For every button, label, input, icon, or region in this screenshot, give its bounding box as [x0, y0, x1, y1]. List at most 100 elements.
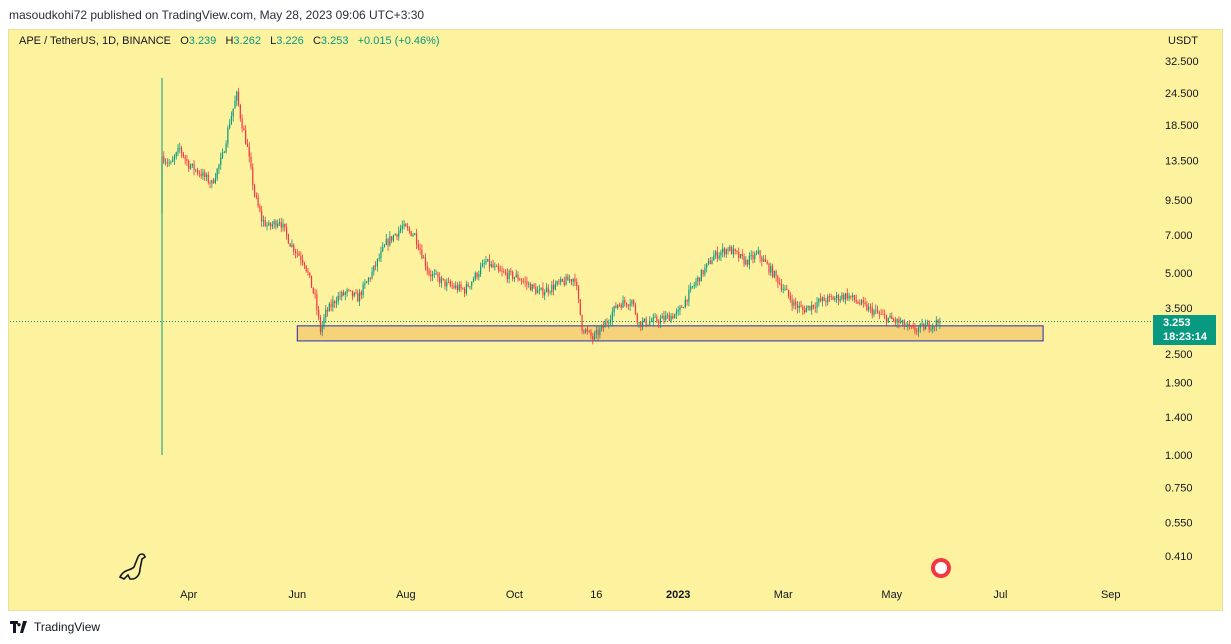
candle-body: [606, 322, 608, 324]
candle-body: [553, 284, 555, 290]
candle-body: [204, 172, 206, 177]
footer-brand[interactable]: TradingView: [10, 620, 100, 634]
candle-body: [618, 304, 621, 306]
candle-body: [668, 314, 670, 322]
candle-body: [342, 292, 345, 296]
candle-body: [590, 331, 592, 337]
candle-body: [243, 128, 245, 131]
candle-body: [506, 273, 508, 280]
candle-body: [624, 300, 626, 303]
candle-body: [907, 324, 909, 327]
candle-body: [535, 287, 537, 294]
candle-body: [421, 249, 423, 259]
candle-body: [528, 283, 530, 285]
candle-body: [649, 321, 651, 325]
candle-body: [348, 289, 350, 291]
candle-body: [702, 270, 704, 275]
candle-body: [720, 252, 722, 256]
candle-body: [262, 220, 265, 222]
candle-body: [439, 276, 441, 284]
candle-body: [175, 152, 177, 157]
candle-body: [533, 284, 535, 288]
chart-pane[interactable]: [8, 29, 1223, 611]
candle-body: [214, 178, 216, 183]
candle-body: [232, 108, 234, 117]
candle-body: [391, 236, 393, 241]
candle-body: [230, 116, 233, 125]
candle-body: [586, 329, 589, 331]
candle-body: [316, 294, 318, 310]
candle-body: [631, 300, 633, 305]
candle-body: [868, 306, 870, 311]
candle-body: [919, 324, 921, 328]
candle-body: [469, 286, 471, 287]
candle-body: [570, 279, 572, 282]
candle-body: [451, 285, 453, 287]
candle-body: [481, 263, 483, 267]
candle-body: [818, 298, 820, 303]
candle-body: [916, 331, 918, 333]
candle-body: [456, 285, 459, 291]
current-price-label: 3.253 18:23:14: [1153, 315, 1216, 345]
candle-body: [245, 130, 247, 144]
candle-body: [293, 244, 295, 252]
candle-body: [410, 231, 412, 237]
candle-body: [289, 243, 291, 247]
candle-body: [302, 259, 304, 263]
candle-body: [298, 253, 300, 256]
candle-body: [323, 317, 325, 325]
candle-body: [221, 152, 224, 158]
candle-body: [485, 261, 487, 264]
candle-body: [613, 305, 615, 313]
candle-body: [362, 284, 364, 296]
candle-body: [483, 263, 485, 265]
candle-body: [617, 304, 619, 309]
candle-body: [504, 272, 507, 274]
candle-body: [731, 246, 733, 255]
candle-body: [424, 257, 427, 267]
candle-body: [286, 227, 288, 235]
x-tick-label: Aug: [396, 589, 416, 601]
candle-body: [271, 224, 273, 227]
change-value: +0.015 (+0.46%): [357, 35, 440, 47]
candle-body: [396, 234, 398, 237]
candle-body: [225, 143, 227, 153]
candle-body: [353, 292, 355, 297]
candle-body: [930, 329, 932, 330]
candle-body: [884, 314, 886, 316]
candle-body: [403, 223, 405, 226]
candle-body: [512, 271, 514, 279]
candle-body: [914, 327, 916, 332]
candle-body: [841, 294, 843, 299]
candle-body: [925, 324, 927, 330]
candle-body: [237, 91, 240, 106]
candle-body: [777, 276, 779, 284]
x-tick-label: May: [881, 589, 902, 601]
candle-body: [825, 301, 827, 303]
candle-body: [903, 320, 905, 327]
candle-body: [743, 256, 745, 265]
candle-body: [465, 284, 467, 294]
candle-body: [670, 315, 672, 322]
candle-body: [536, 290, 539, 294]
candle-body: [170, 161, 172, 163]
candle-body: [531, 284, 533, 291]
candle-body: [496, 266, 498, 267]
candle-body: [787, 289, 790, 296]
candle-body: [625, 302, 628, 306]
candle-body: [501, 271, 503, 272]
candle-body: [770, 266, 772, 273]
candle-body: [458, 284, 460, 291]
candle-body: [405, 223, 407, 227]
candle-body: [611, 312, 613, 320]
y-tick-label: 0.550: [1165, 518, 1193, 530]
candle-body: [601, 325, 603, 329]
candle-body: [241, 118, 243, 129]
candle-body: [850, 295, 852, 298]
candle-body: [255, 195, 257, 198]
candle-body: [415, 233, 418, 245]
candle-body: [891, 315, 893, 320]
candle-body: [408, 228, 411, 232]
candle-body: [193, 163, 195, 171]
